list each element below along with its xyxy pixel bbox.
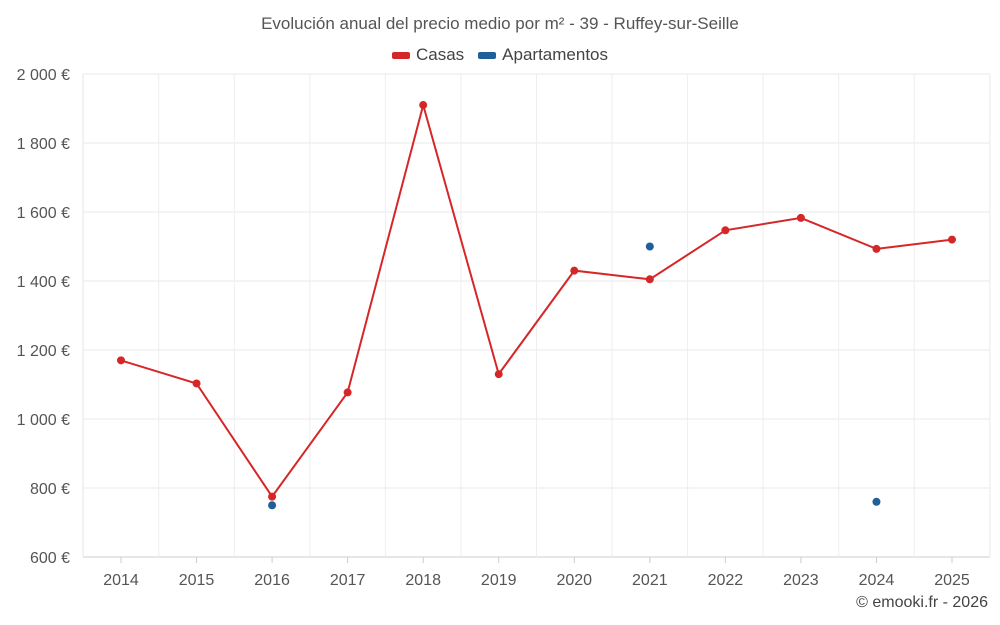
legend-swatch-apartamentos xyxy=(478,51,497,59)
y-tick-label: 600 € xyxy=(30,550,70,567)
data-point-casas[interactable] xyxy=(948,235,956,244)
data-point-apartamentos[interactable] xyxy=(645,242,654,251)
x-tick-label: 2014 xyxy=(103,572,139,589)
data-point-casas[interactable] xyxy=(268,492,277,501)
x-tick-label: 2021 xyxy=(632,572,668,589)
y-tick-label: 800 € xyxy=(30,481,70,498)
legend-label-apartamentos: Apartamentos xyxy=(502,45,609,64)
series-line-casas xyxy=(120,101,953,499)
legend-item-apartamentos[interactable]: Apartamentos xyxy=(478,45,608,65)
data-point-casas[interactable] xyxy=(645,275,654,284)
data-point-casas[interactable] xyxy=(872,244,881,253)
data-point-apartamentos[interactable] xyxy=(872,497,881,506)
legend-label-casas: Casas xyxy=(415,45,465,64)
y-tick-label: 2 000 € xyxy=(17,67,70,84)
data-point-casas[interactable] xyxy=(796,213,805,222)
y-tick-label: 1 400 € xyxy=(17,274,70,291)
data-point-casas[interactable] xyxy=(570,266,579,275)
data-point-apartamentos[interactable] xyxy=(268,501,277,510)
credit: © emooki.fr - 2026 xyxy=(856,594,988,611)
x-tick-label: 2024 xyxy=(859,572,895,589)
chart-title: Evolución anual del precio medio por m² … xyxy=(261,14,739,33)
data-point-casas[interactable] xyxy=(721,226,730,235)
data-point-casas[interactable] xyxy=(192,379,201,388)
data-point-casas[interactable] xyxy=(494,370,503,379)
data-point-casas[interactable] xyxy=(419,101,428,110)
legend-swatch-casas xyxy=(391,51,410,59)
x-tick-label: 2022 xyxy=(708,572,744,589)
data-point-casas[interactable] xyxy=(343,388,352,397)
x-tick-label: 2017 xyxy=(330,572,366,589)
y-tick-label: 1 000 € xyxy=(17,412,70,429)
x-tick-label: 2019 xyxy=(481,572,517,589)
legend-item-casas[interactable]: Casas xyxy=(391,45,465,65)
legend: Casas Apartamentos xyxy=(0,45,1000,65)
x-tick-label: 2015 xyxy=(179,572,215,589)
x-tick-label: 2018 xyxy=(405,572,441,589)
y-tick-label: 1 200 € xyxy=(17,343,70,360)
x-tick-label: 2016 xyxy=(254,572,290,589)
x-tick-label: 2025 xyxy=(934,572,970,589)
x-tick-label: 2020 xyxy=(556,572,592,589)
x-tick-label: 2023 xyxy=(783,572,819,589)
data-point-casas[interactable] xyxy=(117,356,125,365)
y-tick-label: 1 800 € xyxy=(17,136,70,153)
y-tick-label: 1 600 € xyxy=(17,205,70,222)
